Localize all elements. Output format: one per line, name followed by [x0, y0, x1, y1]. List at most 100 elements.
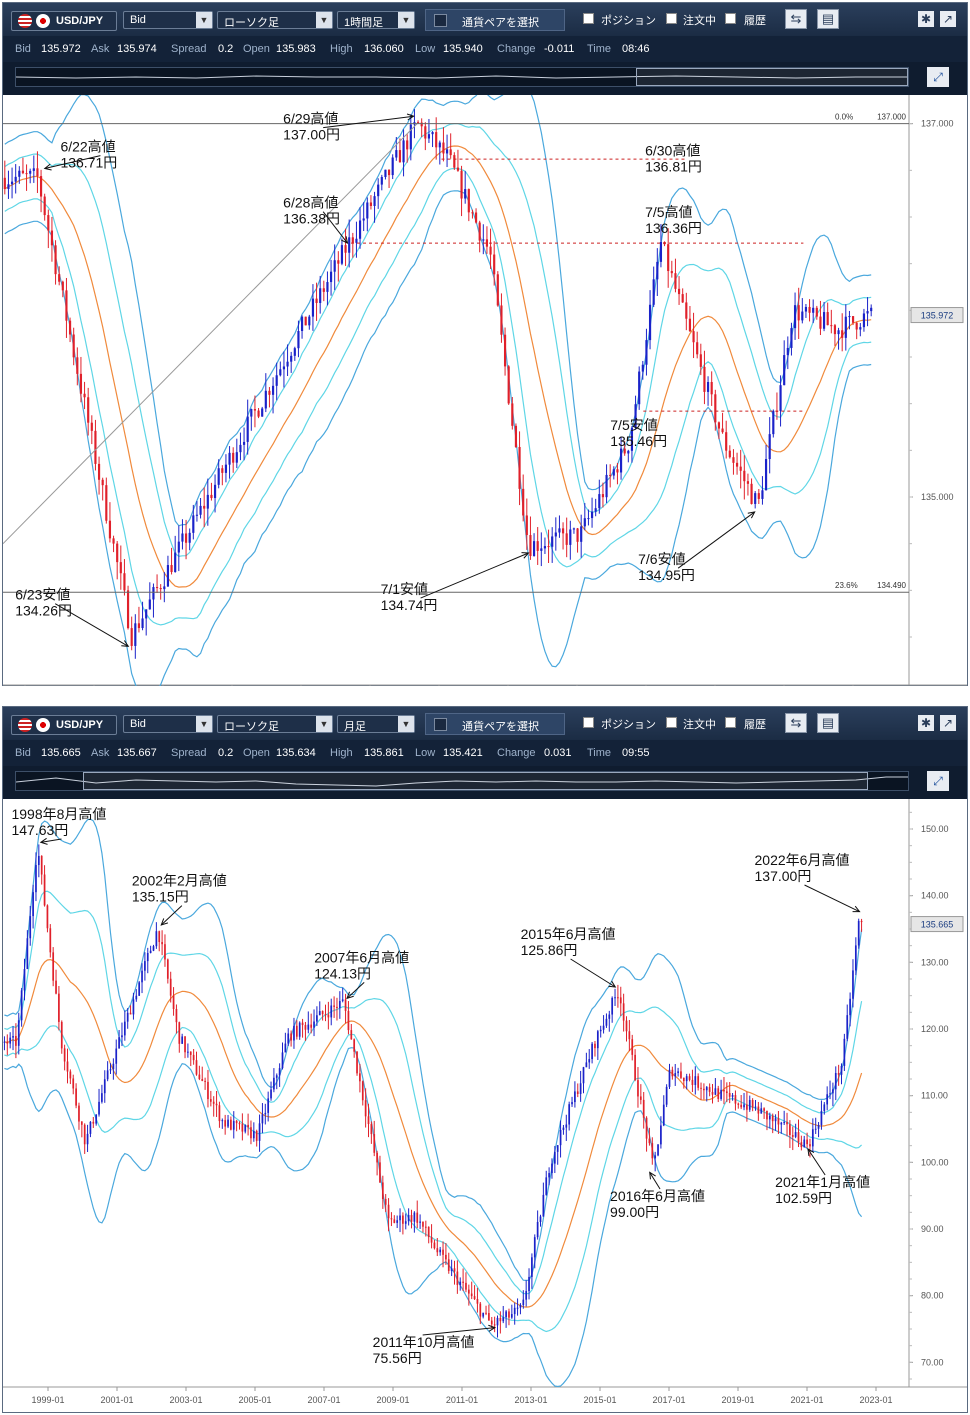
orders-checkbox[interactable]: [666, 717, 677, 728]
annotation-label: 2021年1月高値: [775, 1174, 870, 1190]
annotation-label: 7/5高値: [645, 204, 692, 220]
annotation-value: 134.74円: [381, 597, 438, 613]
change-value: 0.031: [544, 747, 572, 759]
high-label: High: [330, 747, 353, 759]
candle-body: [387, 1204, 390, 1219]
annotation-value: 137.00円: [755, 868, 812, 884]
annotation-value: 102.59円: [775, 1190, 832, 1206]
candle-body: [862, 313, 866, 328]
timeframe-select[interactable]: 1時間足 ▼: [337, 11, 415, 29]
history-checkbox[interactable]: [725, 717, 736, 728]
candle-body: [364, 1100, 367, 1117]
us-flag-icon: [18, 14, 32, 28]
annotation-arrow-head: [346, 991, 354, 1000]
expand-icon[interactable]: ↗: [940, 11, 956, 27]
position-checkbox[interactable]: [583, 13, 594, 24]
currency-pair-selector[interactable]: USD/JPY: [11, 715, 117, 735]
chart-swap-icon[interactable]: ⇆: [785, 713, 807, 733]
navigator-window[interactable]: [82, 772, 868, 790]
candle-body: [651, 1143, 654, 1159]
candle-body: [478, 222, 481, 241]
candle-body: [531, 1257, 533, 1277]
candle-body: [677, 288, 681, 295]
price-type-select[interactable]: Bid ▼: [123, 11, 213, 29]
candle-body: [464, 189, 467, 199]
chart-swap-icon[interactable]: ⇆: [785, 9, 807, 29]
navigator-track[interactable]: [15, 67, 909, 87]
fit-chart-icon[interactable]: ⤢: [927, 771, 949, 791]
candle-body: [565, 1124, 568, 1128]
annotation-value: 99.00円: [610, 1204, 659, 1220]
history-checkbox[interactable]: [725, 13, 736, 24]
candle-body: [735, 462, 739, 467]
candle-body: [184, 533, 188, 543]
candle-body: [654, 1155, 657, 1159]
candle-body: [656, 261, 659, 280]
open-value: 135.634: [276, 747, 316, 759]
candle-body: [574, 1091, 576, 1103]
candle-body: [711, 1091, 714, 1095]
fit-chart-icon[interactable]: ⤢: [927, 67, 949, 87]
candle-body: [89, 1121, 92, 1134]
candle-body: [175, 1009, 178, 1023]
candle-body: [625, 1020, 628, 1032]
candle-body: [416, 122, 420, 124]
candle-body: [536, 541, 539, 551]
candle-body: [135, 995, 138, 1000]
chart-style-select[interactable]: ローソク足 ▼: [217, 11, 333, 29]
candle-body: [92, 1121, 95, 1124]
candle-body: [786, 1122, 788, 1125]
annotation-label: 7/5安値: [610, 417, 657, 433]
currency-pair-selector[interactable]: USD/JPY: [11, 11, 117, 31]
candle-body: [706, 382, 710, 392]
candle-body: [431, 132, 434, 135]
annotation-label: 6/23安値: [15, 587, 70, 603]
candle-body: [192, 515, 195, 533]
spread-label: Spread: [171, 747, 207, 759]
orders-checkbox[interactable]: [666, 13, 677, 24]
chevron-down-icon: ▼: [398, 12, 414, 28]
expand-icon[interactable]: ↗: [940, 715, 956, 731]
annotation-arrow-head: [649, 1171, 656, 1180]
navigator-track[interactable]: [15, 771, 909, 791]
candle-body: [261, 1114, 264, 1124]
y-tick-label: 135.000: [921, 492, 954, 502]
annotation-arrow-head: [608, 980, 617, 988]
candle-body: [725, 1091, 728, 1094]
candle-body: [424, 126, 427, 139]
candle-body: [379, 1162, 381, 1183]
candle-body: [519, 1305, 522, 1308]
candle-body: [843, 1038, 846, 1066]
candle-body: [310, 1024, 313, 1028]
candle-body: [823, 1104, 826, 1111]
chart-window-icon[interactable]: ▤: [817, 9, 839, 29]
annotation-value: 136.38円: [283, 211, 340, 227]
candle-body: [376, 1152, 378, 1163]
gear-icon[interactable]: ✱: [918, 715, 934, 731]
candle-body: [21, 170, 25, 174]
candle-body: [108, 520, 112, 539]
navigator-window[interactable]: [635, 68, 908, 86]
current-price-label: 135.972: [921, 311, 954, 321]
chart-style-select[interactable]: ローソク足 ▼: [217, 715, 333, 733]
candle-body: [705, 1087, 708, 1091]
candle-body: [750, 483, 753, 504]
gear-icon[interactable]: ✱: [918, 11, 934, 27]
candle-body: [817, 1125, 820, 1129]
candle-body: [571, 1102, 573, 1105]
select-pair-button[interactable]: 通貨ペアを選択: [425, 713, 565, 735]
annotation-arrow-head: [39, 837, 48, 845]
timeframe-select[interactable]: 月足 ▼: [337, 715, 415, 733]
position-label: ポジション: [601, 719, 656, 731]
candle-body: [860, 920, 863, 923]
candle-body: [123, 1021, 126, 1036]
chart-window-icon[interactable]: ▤: [817, 713, 839, 733]
position-checkbox[interactable]: [583, 717, 594, 728]
price-type-select[interactable]: Bid ▼: [123, 715, 213, 733]
candle-body: [662, 1104, 665, 1126]
candle-body: [721, 428, 724, 433]
pair-label: USD/JPY: [56, 15, 104, 27]
candle-body: [300, 316, 304, 331]
x-tick-label: 2017-01: [652, 1395, 685, 1405]
select-pair-button[interactable]: 通貨ペアを選択: [425, 9, 565, 31]
